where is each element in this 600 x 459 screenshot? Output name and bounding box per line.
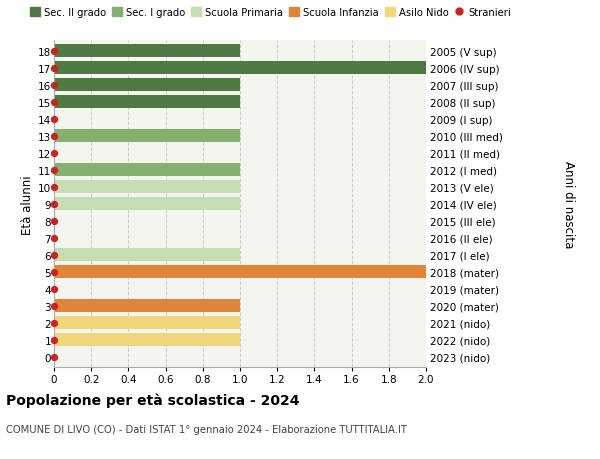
Bar (54, 130, 240, 143)
Bar (54, 181, 240, 194)
Bar (54, 62, 426, 75)
Point (49, 150, 59, 157)
Point (49, 167, 59, 174)
Bar (54, 96, 240, 109)
Bar (54, 45, 240, 58)
Point (49, 252, 59, 259)
Point (49, 82, 59, 89)
Point (49, 184, 59, 191)
Point (49, 116, 59, 123)
Point (49, 218, 59, 225)
Point (49, 302, 59, 310)
Point (49, 269, 59, 276)
Bar (54, 198, 240, 211)
Point (49, 353, 59, 361)
Legend: Sec. II grado, Sec. I grado, Scuola Primaria, Scuola Infanzia, Asilo Nido, Stran: Sec. II grado, Sec. I grado, Scuola Prim… (26, 4, 515, 22)
Bar (54, 265, 426, 279)
Bar (54, 333, 240, 347)
Point (49, 133, 59, 140)
Y-axis label: Età alunni: Età alunni (21, 174, 34, 234)
Point (49, 319, 59, 327)
Point (49, 285, 59, 293)
Point (49, 235, 59, 242)
Y-axis label: Anni di nascita: Anni di nascita (562, 161, 575, 248)
Point (49, 99, 59, 106)
Bar (54, 164, 240, 177)
Bar (54, 249, 240, 262)
Bar (54, 299, 240, 313)
Bar (54, 79, 240, 92)
Point (49, 48, 59, 55)
Bar (54, 316, 240, 330)
Point (49, 336, 59, 344)
Point (49, 65, 59, 72)
Point (49, 201, 59, 208)
Text: COMUNE DI LIVO (CO) - Dati ISTAT 1° gennaio 2024 - Elaborazione TUTTITALIA.IT: COMUNE DI LIVO (CO) - Dati ISTAT 1° genn… (6, 425, 407, 435)
Text: Popolazione per età scolastica - 2024: Popolazione per età scolastica - 2024 (6, 392, 299, 407)
